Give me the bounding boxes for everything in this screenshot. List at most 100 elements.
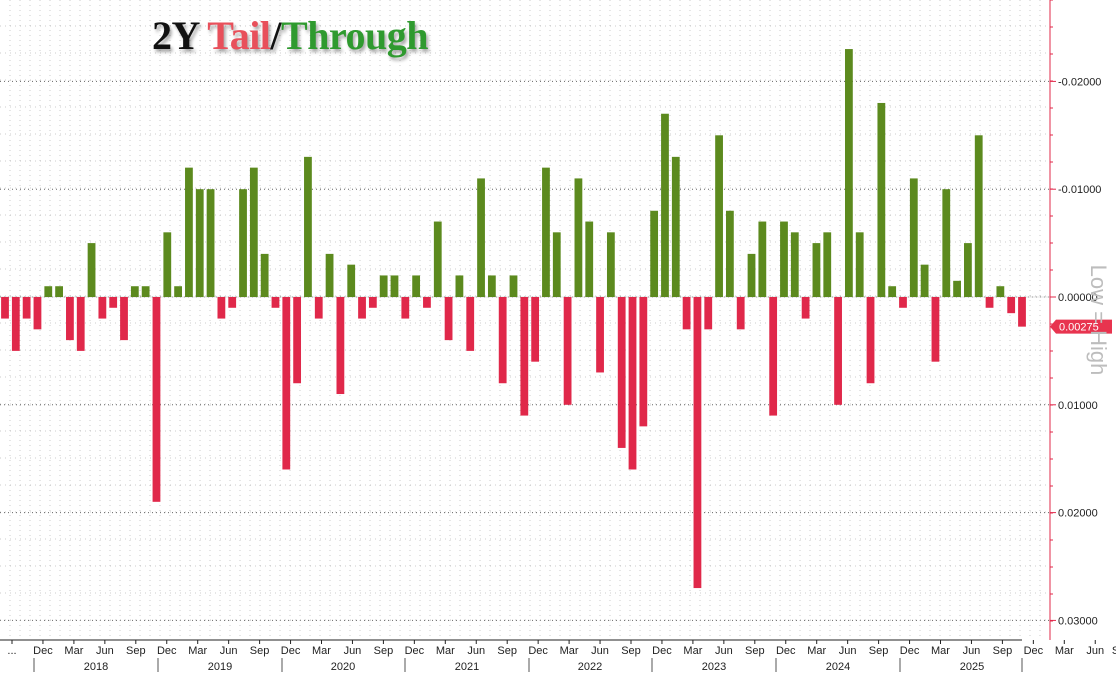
bar bbox=[271, 297, 280, 308]
bar bbox=[552, 232, 561, 297]
bar bbox=[574, 178, 583, 297]
bar bbox=[401, 297, 410, 319]
x-tick-label: Dec bbox=[33, 645, 53, 657]
bar bbox=[877, 102, 886, 298]
x-tick-label: Dec bbox=[405, 645, 425, 657]
bar bbox=[671, 156, 680, 297]
bar bbox=[455, 275, 464, 297]
year-label: 2022 bbox=[578, 661, 602, 673]
bar bbox=[347, 264, 356, 297]
x-tick-label: Dec bbox=[528, 645, 548, 657]
title-part-slash: / bbox=[270, 13, 282, 58]
bar bbox=[531, 297, 540, 362]
bar bbox=[606, 232, 615, 297]
year-label: 2023 bbox=[702, 661, 726, 673]
bar bbox=[704, 297, 713, 330]
bar bbox=[953, 280, 961, 297]
bar bbox=[942, 189, 951, 297]
bar bbox=[585, 221, 594, 297]
year-label: 2020 bbox=[331, 661, 355, 673]
bar bbox=[120, 297, 128, 341]
bar bbox=[693, 297, 702, 589]
title-part-through: Through bbox=[281, 13, 428, 58]
chart-title: 2Y Tail/Through bbox=[152, 12, 428, 59]
x-tick-label: Mar bbox=[683, 645, 702, 657]
bar bbox=[22, 297, 31, 319]
year-label: 2021 bbox=[455, 661, 479, 673]
bar bbox=[974, 135, 983, 297]
bar bbox=[650, 210, 659, 297]
x-tick-label: Sep bbox=[250, 645, 270, 657]
bar bbox=[423, 297, 431, 308]
bar bbox=[888, 286, 897, 297]
bar bbox=[195, 189, 204, 297]
x-tick-label: Jun bbox=[839, 645, 857, 657]
x-axis: ... Dec Mar Jun Sep Dec Mar Jun Sep Dec Mar Jun Sep D… bbox=[0, 639, 1116, 673]
bar bbox=[1007, 297, 1016, 314]
bar bbox=[390, 275, 399, 297]
bar bbox=[239, 189, 247, 297]
bar bbox=[780, 221, 788, 297]
bar bbox=[596, 297, 604, 373]
year-label: 2025 bbox=[960, 661, 984, 673]
bar bbox=[293, 297, 302, 384]
bar bbox=[1, 297, 9, 319]
bar bbox=[964, 243, 972, 297]
bar bbox=[66, 297, 74, 341]
x-tick-label: Jun bbox=[591, 645, 609, 657]
bar bbox=[98, 297, 107, 319]
x-tick-label: Mar bbox=[931, 645, 950, 657]
bar bbox=[217, 297, 226, 319]
x-tick-label: Mar bbox=[560, 645, 579, 657]
bar bbox=[282, 297, 291, 470]
x-tick-label: ... bbox=[7, 645, 16, 657]
bar bbox=[325, 253, 334, 297]
y-tick-label: 0.02000 bbox=[1058, 508, 1098, 520]
x-tick-label: Sep bbox=[621, 645, 641, 657]
bar bbox=[628, 297, 637, 470]
last-value-label: 0.00275 bbox=[1059, 322, 1099, 334]
bar bbox=[758, 221, 767, 297]
bar bbox=[336, 297, 345, 395]
bar bbox=[477, 178, 485, 297]
bar bbox=[498, 297, 507, 384]
y-tick-label: -0.01000 bbox=[1058, 184, 1101, 196]
bar bbox=[76, 297, 85, 351]
bar bbox=[996, 286, 1005, 297]
bar bbox=[109, 297, 118, 308]
y-axis: -0.02000 -0.01000 0.00000 0.01000 0.02000 0.0… bbox=[1049, 0, 1112, 640]
x-tick-label: Mar bbox=[64, 645, 83, 657]
bar bbox=[617, 297, 626, 448]
x-tick-label: Sep bbox=[126, 645, 146, 657]
bar bbox=[163, 232, 172, 297]
x-tick-label: Mar bbox=[312, 645, 331, 657]
bar bbox=[639, 297, 648, 427]
bar bbox=[249, 167, 258, 297]
bar bbox=[206, 189, 215, 297]
last-value-badge bbox=[1050, 319, 1112, 334]
bar bbox=[899, 297, 907, 308]
bar bbox=[152, 297, 161, 502]
bar bbox=[715, 135, 723, 297]
bar bbox=[33, 297, 42, 330]
bar bbox=[87, 243, 96, 297]
bar bbox=[736, 297, 745, 330]
x-tick-label: Jun bbox=[715, 645, 733, 657]
bar bbox=[466, 297, 475, 351]
x-tick-label: Jun bbox=[344, 645, 362, 657]
bar bbox=[844, 49, 853, 298]
bar bbox=[11, 297, 20, 351]
bar bbox=[412, 275, 421, 297]
bar bbox=[909, 178, 918, 297]
x-tick-label: Mar bbox=[1055, 645, 1074, 657]
bar bbox=[314, 297, 323, 319]
x-tick-label: Dec bbox=[1024, 645, 1044, 657]
bar bbox=[174, 286, 183, 297]
x-tick-label: Dec bbox=[157, 645, 177, 657]
bar bbox=[509, 275, 518, 297]
bar bbox=[801, 297, 810, 319]
x-tick-label: Mar bbox=[807, 645, 826, 657]
bar bbox=[141, 286, 150, 297]
bar bbox=[747, 253, 756, 297]
x-tick-label: Dec bbox=[652, 645, 672, 657]
